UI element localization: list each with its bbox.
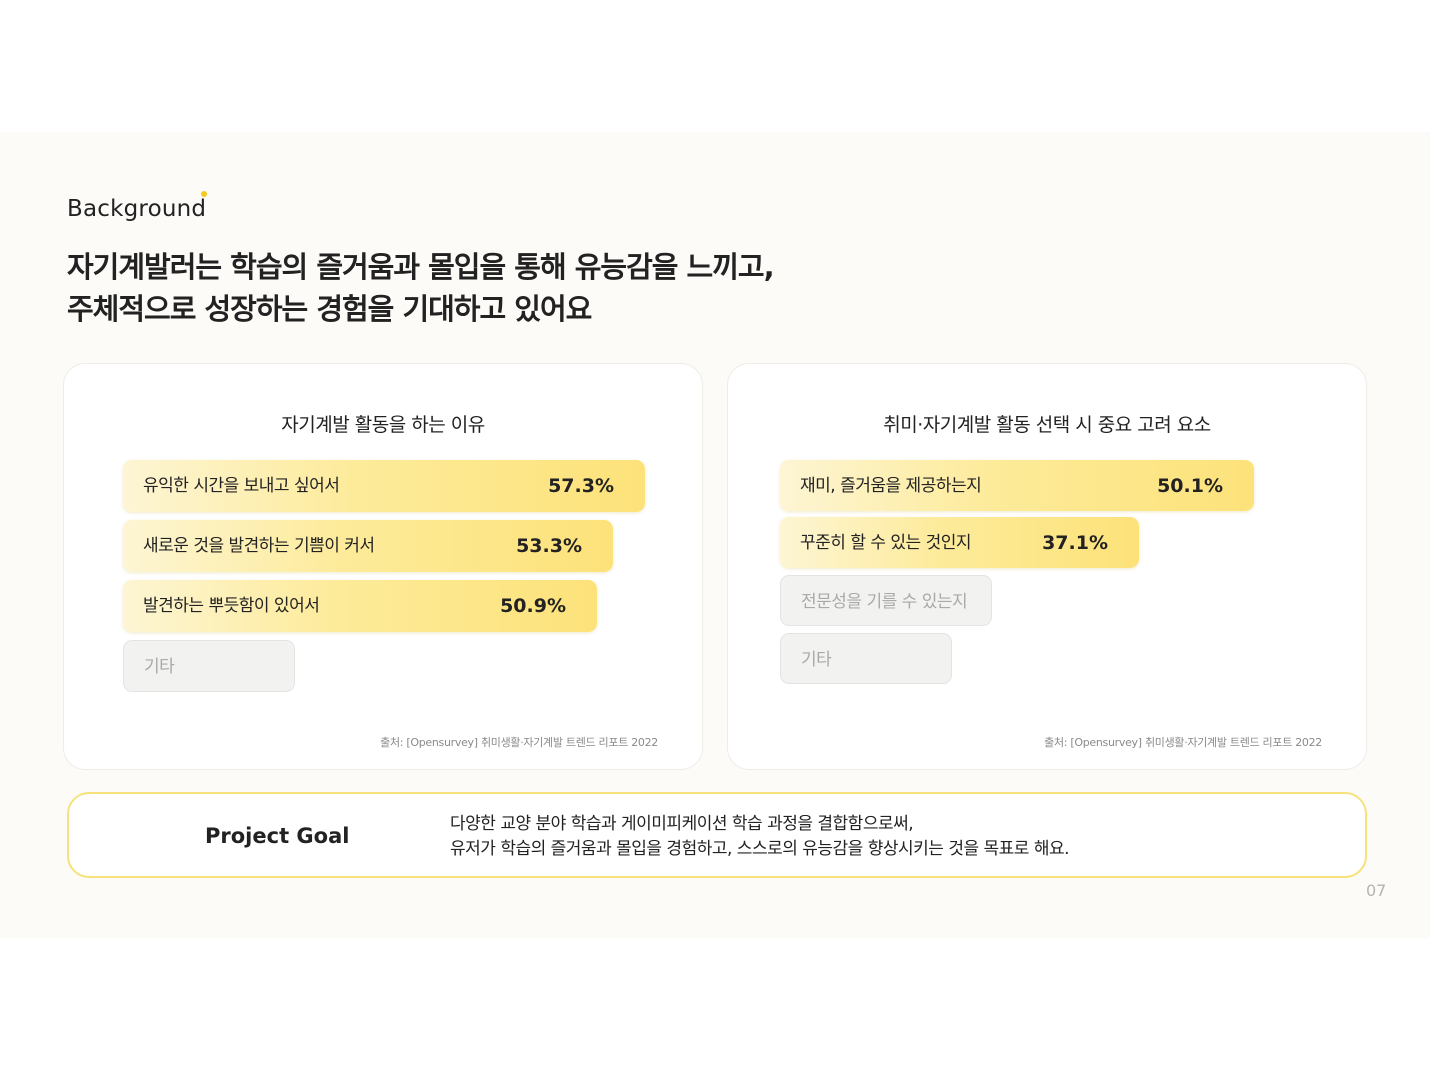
bar-label: 꾸준히 할 수 있는 것인지 bbox=[800, 533, 972, 553]
section-label: Background bbox=[67, 196, 207, 222]
goal-line-1: 다양한 교양 분야 학습과 게이미피케이션 학습 과정을 결합함으로써, bbox=[450, 814, 914, 834]
reasons-card: 자기계발 활동을 하는 이유 유익한 시간을 보내고 싶어서 57.3% 새로운… bbox=[63, 363, 703, 770]
bar-label: 전문성을 기를 수 있는지 bbox=[801, 592, 968, 612]
bar-item: 재미, 즐거움을 제공하는지 50.1% bbox=[780, 460, 1254, 511]
slide: Background 자기계발러는 학습의 즐거움과 몰입을 통해 유능감을 느… bbox=[0, 132, 1430, 938]
card-title: 취미·자기계발 활동 선택 시 중요 고려 요소 bbox=[883, 414, 1211, 436]
bar-value: 53.3% bbox=[516, 535, 582, 557]
bar-label: 새로운 것을 발견하는 기쁨이 커서 bbox=[143, 536, 375, 556]
bar-label: 유익한 시간을 보내고 싶어서 bbox=[143, 476, 340, 496]
bar-item: 새로운 것을 발견하는 기쁨이 커서 53.3% bbox=[123, 520, 613, 572]
bar-value: 50.9% bbox=[500, 595, 566, 617]
project-goal-box: Project Goal 다양한 교양 분야 학습과 게이미피케이션 학습 과정… bbox=[67, 792, 1367, 878]
factors-card: 취미·자기계발 활동 선택 시 중요 고려 요소 재미, 즐거움을 제공하는지 … bbox=[727, 363, 1367, 770]
headline-line-2: 주체적으로 성장하는 경험을 기대하고 있어요 bbox=[67, 292, 592, 326]
source-note: 출처: [Opensurvey] 취미생활·자기계발 트렌드 리포트 2022 bbox=[1044, 736, 1322, 749]
bar-label: 기타 bbox=[144, 657, 175, 677]
bar-value: 50.1% bbox=[1157, 475, 1223, 497]
bar-item-other: 기타 bbox=[123, 640, 295, 692]
accent-dot-icon bbox=[201, 191, 207, 197]
card-title: 자기계발 활동을 하는 이유 bbox=[281, 414, 485, 436]
bar-item: 유익한 시간을 보내고 싶어서 57.3% bbox=[123, 460, 645, 512]
headline: 자기계발러는 학습의 즐거움과 몰입을 통해 유능감을 느끼고, 주체적으로 성… bbox=[67, 246, 775, 330]
project-goal-label: Project Goal bbox=[205, 824, 350, 848]
bar-label: 기타 bbox=[801, 650, 832, 670]
bar-value: 37.1% bbox=[1042, 532, 1108, 554]
bar-value: 57.3% bbox=[548, 475, 614, 497]
bar-label: 발견하는 뿌듯함이 있어서 bbox=[143, 596, 320, 616]
source-note: 출처: [Opensurvey] 취미생활·자기계발 트렌드 리포트 2022 bbox=[380, 736, 658, 749]
bar-item: 발견하는 뿌듯함이 있어서 50.9% bbox=[123, 580, 597, 632]
bar-label: 재미, 즐거움을 제공하는지 bbox=[800, 476, 982, 496]
bar-item: 꾸준히 할 수 있는 것인지 37.1% bbox=[780, 517, 1139, 568]
bar-item-other: 기타 bbox=[780, 633, 952, 684]
headline-line-1: 자기계발러는 학습의 즐거움과 몰입을 통해 유능감을 느끼고, bbox=[67, 250, 775, 284]
goal-line-2: 유저가 학습의 즐거움과 몰입을 경험하고, 스스로의 유능감을 향상시키는 것… bbox=[450, 839, 1070, 859]
page-number: 07 bbox=[1366, 881, 1387, 900]
bar-item-expertise: 전문성을 기를 수 있는지 bbox=[780, 575, 992, 626]
project-goal-text: 다양한 교양 분야 학습과 게이미피케이션 학습 과정을 결합함으로써, 유저가… bbox=[450, 812, 1070, 862]
